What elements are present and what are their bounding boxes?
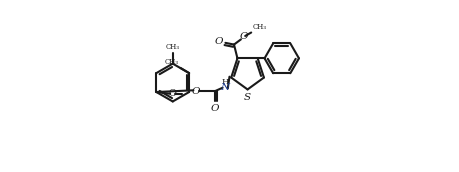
- Text: O: O: [192, 87, 200, 96]
- Text: N: N: [220, 83, 229, 92]
- Text: O: O: [169, 89, 177, 98]
- Text: O: O: [214, 37, 223, 46]
- Text: O: O: [211, 104, 219, 113]
- Text: O: O: [239, 32, 248, 41]
- Text: S: S: [244, 93, 251, 102]
- Text: CH₃: CH₃: [253, 23, 267, 31]
- Text: CH₃: CH₃: [165, 58, 179, 66]
- Text: H: H: [222, 78, 229, 86]
- Text: CH₃: CH₃: [166, 43, 180, 51]
